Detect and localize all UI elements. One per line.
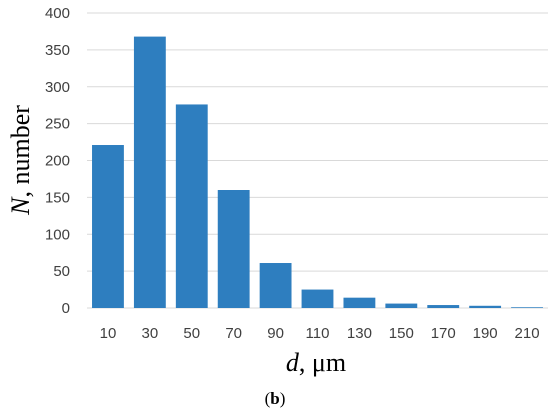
bar-130	[343, 297, 376, 308]
x-tick-label: 30	[142, 325, 159, 342]
bar-50	[175, 104, 208, 308]
x-tick-label: 10	[100, 325, 117, 342]
x-tick-label: 110	[306, 325, 330, 342]
x-axis-ticks: 10 30 50 70 90 110 130 150 170 190 210	[100, 325, 540, 342]
bar-190	[469, 305, 502, 308]
y-tick-label: 300	[45, 79, 70, 96]
y-tick-label: 50	[53, 263, 70, 280]
x-tick-label: 90	[267, 325, 284, 342]
x-tick-label: 170	[431, 325, 456, 342]
bar-150	[385, 303, 418, 308]
y-tick-label: 100	[45, 226, 70, 243]
y-axis-ticks: 0 50 100 150 200 250 300 350 400	[45, 5, 70, 317]
bars	[92, 36, 543, 308]
x-tick-label: 150	[389, 325, 414, 342]
x-tick-label: 70	[225, 325, 242, 342]
x-tick-label: 210	[515, 325, 540, 342]
x-axis-title: d, μm	[286, 348, 346, 377]
bar-30	[133, 36, 166, 308]
bar-90	[259, 263, 292, 308]
y-axis-title: N, number	[6, 105, 35, 216]
figure-caption: (b)	[265, 389, 286, 408]
y-tick-label: 150	[45, 189, 70, 206]
y-tick-label: 250	[45, 116, 70, 133]
y-tick-label: 0	[62, 300, 70, 317]
bar-110	[301, 289, 334, 308]
x-tick-label: 190	[473, 325, 498, 342]
bar-10	[92, 145, 124, 308]
y-tick-label: 400	[45, 5, 70, 22]
x-tick-label: 50	[183, 325, 200, 342]
x-tick-label: 130	[347, 325, 372, 342]
bar-70	[217, 190, 250, 308]
y-tick-label: 350	[45, 42, 70, 59]
bar-210	[511, 307, 543, 308]
bar-170	[427, 305, 460, 308]
y-tick-label: 200	[45, 153, 70, 170]
